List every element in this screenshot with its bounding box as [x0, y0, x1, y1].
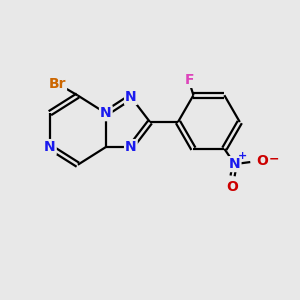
Text: N: N	[125, 90, 137, 104]
Text: N: N	[125, 140, 137, 154]
Text: Br: Br	[49, 77, 66, 91]
Text: O: O	[257, 154, 268, 168]
Text: N: N	[100, 106, 112, 120]
Text: −: −	[268, 152, 279, 165]
Text: +: +	[238, 151, 248, 161]
Text: N: N	[229, 157, 241, 171]
Text: O: O	[226, 180, 238, 194]
Text: N: N	[44, 140, 56, 154]
Text: F: F	[184, 73, 194, 87]
